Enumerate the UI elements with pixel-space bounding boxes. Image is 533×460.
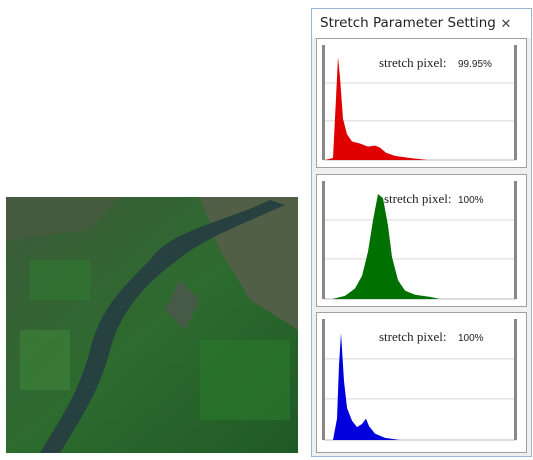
left-bar bbox=[322, 319, 325, 440]
stretch-label: stretch pixel: bbox=[384, 191, 452, 206]
left-bar bbox=[322, 181, 325, 299]
left-bar bbox=[322, 45, 325, 160]
histogram bbox=[325, 57, 428, 160]
right-bar bbox=[514, 45, 517, 160]
right-bar bbox=[514, 319, 517, 440]
histogram bbox=[332, 194, 440, 299]
panel bbox=[316, 174, 527, 307]
panels: stretch pixel: 99.95% stretch pixel: 100% st… bbox=[316, 38, 527, 453]
stretch-value: 100% bbox=[458, 333, 484, 344]
close-button[interactable]: ✕ bbox=[501, 17, 512, 32]
histogram bbox=[333, 333, 400, 440]
right-bar bbox=[514, 181, 517, 299]
stretch-label: stretch pixel: bbox=[379, 55, 447, 70]
stretch-label: stretch pixel: bbox=[379, 329, 447, 344]
stretch-value: 100% bbox=[458, 195, 484, 206]
satellite-image bbox=[6, 197, 298, 453]
stretch-value: 99.95% bbox=[458, 59, 492, 70]
dialog-title: Stretch Parameter Setting bbox=[320, 15, 496, 31]
